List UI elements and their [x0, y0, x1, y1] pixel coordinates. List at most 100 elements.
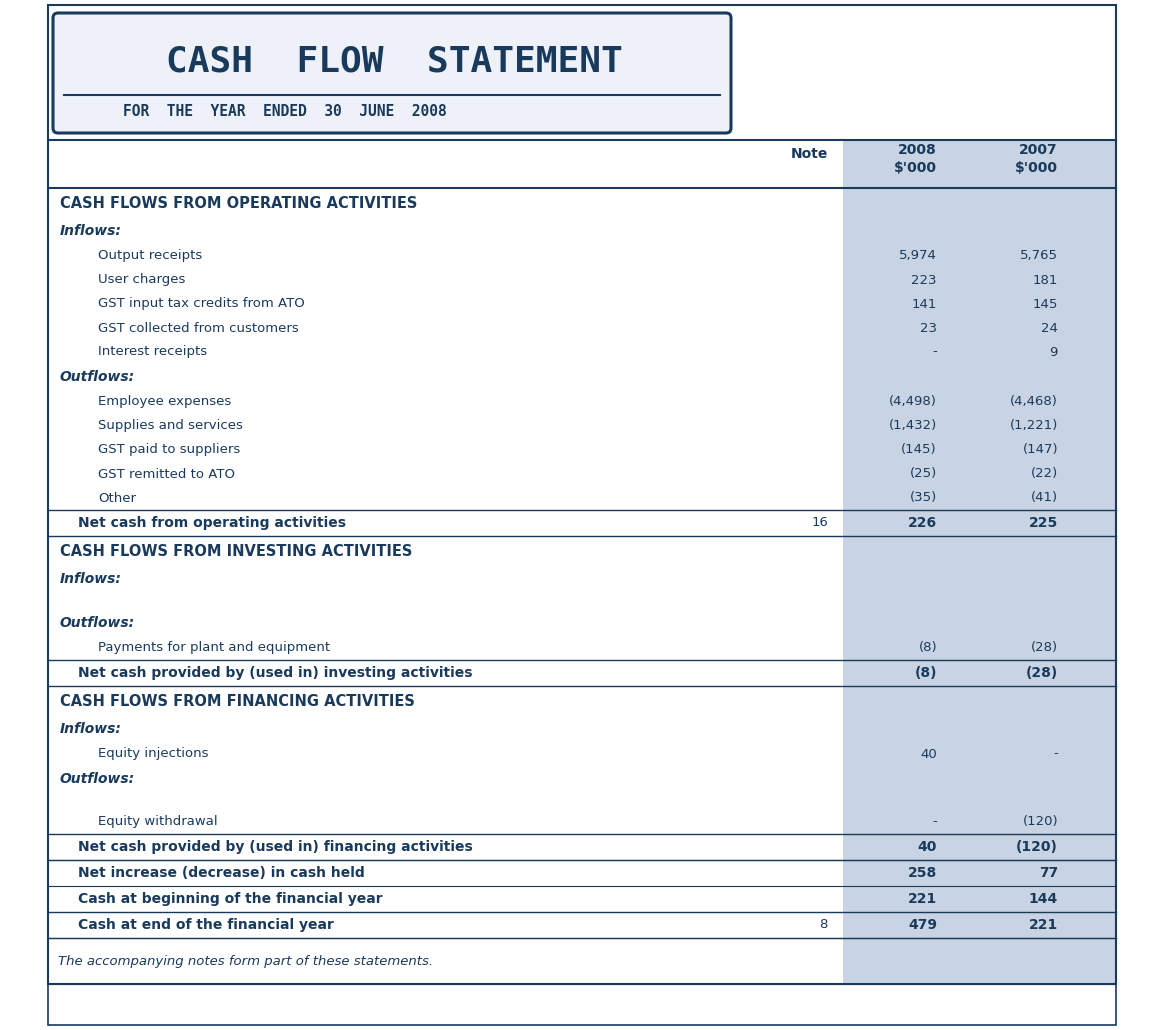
- Text: Cash at beginning of the financial year: Cash at beginning of the financial year: [78, 892, 383, 906]
- Text: Payments for plant and equipment: Payments for plant and equipment: [98, 642, 331, 654]
- Text: -: -: [1053, 748, 1058, 760]
- Text: (41): (41): [1031, 491, 1058, 505]
- Bar: [843, 188, 1116, 218]
- Text: Inflows:: Inflows:: [61, 572, 122, 586]
- Bar: [843, 716, 1116, 742]
- Text: FOR  THE  YEAR  ENDED  30  JUNE  2008: FOR THE YEAR ENDED 30 JUNE 2008: [123, 104, 447, 119]
- Text: 145: 145: [1032, 298, 1058, 310]
- Text: -: -: [932, 345, 937, 358]
- Text: CASH  FLOW  STATEMENT: CASH FLOW STATEMENT: [165, 45, 623, 79]
- Text: $'000: $'000: [894, 161, 937, 175]
- Bar: [843, 486, 1116, 510]
- Bar: [843, 566, 1116, 592]
- Text: 8: 8: [819, 919, 828, 931]
- Bar: [843, 792, 1116, 810]
- Bar: [843, 610, 1116, 636]
- Text: (1,432): (1,432): [889, 419, 937, 433]
- Bar: [843, 462, 1116, 486]
- Text: 221: 221: [1029, 918, 1058, 932]
- Text: Equity injections: Equity injections: [98, 748, 208, 760]
- Text: Cash at end of the financial year: Cash at end of the financial year: [78, 918, 334, 932]
- Text: Net cash provided by (used in) financing activities: Net cash provided by (used in) financing…: [78, 840, 473, 854]
- Text: 258: 258: [908, 866, 937, 880]
- Text: 5,765: 5,765: [1020, 249, 1058, 263]
- Bar: [843, 860, 1116, 886]
- Text: Outflows:: Outflows:: [61, 616, 135, 630]
- Text: GST paid to suppliers: GST paid to suppliers: [98, 444, 240, 456]
- Text: (4,498): (4,498): [889, 396, 937, 409]
- Text: (8): (8): [915, 666, 937, 680]
- Bar: [843, 291, 1116, 316]
- Bar: [843, 766, 1116, 792]
- Bar: [843, 268, 1116, 291]
- Text: Employee expenses: Employee expenses: [98, 396, 232, 409]
- Text: Other: Other: [98, 491, 136, 505]
- Text: (1,221): (1,221): [1009, 419, 1058, 433]
- Bar: [843, 636, 1116, 660]
- Text: GST remitted to ATO: GST remitted to ATO: [98, 468, 235, 481]
- Bar: [843, 810, 1116, 834]
- Text: 40: 40: [921, 748, 937, 760]
- Text: 223: 223: [911, 274, 937, 286]
- Text: 221: 221: [908, 892, 937, 906]
- Text: (145): (145): [901, 444, 937, 456]
- Text: Net cash from operating activities: Net cash from operating activities: [78, 516, 346, 530]
- Text: (28): (28): [1025, 666, 1058, 680]
- Bar: [843, 742, 1116, 766]
- Text: 181: 181: [1032, 274, 1058, 286]
- Bar: [843, 510, 1116, 536]
- Text: Inflows:: Inflows:: [61, 722, 122, 736]
- Text: (8): (8): [918, 642, 937, 654]
- Bar: [843, 364, 1116, 390]
- Text: 141: 141: [911, 298, 937, 310]
- Text: User charges: User charges: [98, 274, 185, 286]
- Bar: [843, 592, 1116, 610]
- Text: 225: 225: [1029, 516, 1058, 530]
- Text: Outflows:: Outflows:: [61, 370, 135, 384]
- Text: 23: 23: [920, 321, 937, 335]
- Text: 144: 144: [1029, 892, 1058, 906]
- Bar: [843, 218, 1116, 244]
- Text: CASH FLOWS FROM FINANCING ACTIVITIES: CASH FLOWS FROM FINANCING ACTIVITIES: [61, 693, 414, 709]
- Bar: [843, 244, 1116, 268]
- Text: CASH FLOWS FROM OPERATING ACTIVITIES: CASH FLOWS FROM OPERATING ACTIVITIES: [61, 196, 418, 210]
- Text: The accompanying notes form part of these statements.: The accompanying notes form part of thes…: [58, 955, 433, 967]
- Text: Inflows:: Inflows:: [61, 224, 122, 238]
- Text: (4,468): (4,468): [1010, 396, 1058, 409]
- Bar: [843, 140, 1116, 188]
- Text: GST collected from customers: GST collected from customers: [98, 321, 299, 335]
- Text: 24: 24: [1041, 321, 1058, 335]
- Text: (147): (147): [1022, 444, 1058, 456]
- Text: 479: 479: [908, 918, 937, 932]
- Text: Outflows:: Outflows:: [61, 772, 135, 786]
- Text: (120): (120): [1016, 840, 1058, 854]
- Text: 226: 226: [908, 516, 937, 530]
- Bar: [843, 912, 1116, 938]
- Text: (25): (25): [910, 468, 937, 481]
- Bar: [843, 340, 1116, 364]
- Bar: [843, 686, 1116, 716]
- Bar: [843, 316, 1116, 340]
- Text: $'000: $'000: [1015, 161, 1058, 175]
- Bar: [843, 660, 1116, 686]
- FancyBboxPatch shape: [54, 13, 731, 133]
- Text: -: -: [932, 816, 937, 828]
- Text: (22): (22): [1031, 468, 1058, 481]
- Text: Output receipts: Output receipts: [98, 249, 203, 263]
- Text: 2008: 2008: [899, 143, 937, 157]
- Bar: [843, 390, 1116, 414]
- Text: (28): (28): [1031, 642, 1058, 654]
- Text: Note: Note: [790, 147, 828, 161]
- Text: 77: 77: [1038, 866, 1058, 880]
- Bar: [843, 414, 1116, 438]
- Text: Supplies and services: Supplies and services: [98, 419, 243, 433]
- Text: Net increase (decrease) in cash held: Net increase (decrease) in cash held: [78, 866, 364, 880]
- Text: Equity withdrawal: Equity withdrawal: [98, 816, 218, 828]
- Text: (35): (35): [910, 491, 937, 505]
- Bar: [843, 886, 1116, 912]
- Bar: [843, 834, 1116, 860]
- Bar: [843, 536, 1116, 566]
- Text: 40: 40: [917, 840, 937, 854]
- Text: (120): (120): [1022, 816, 1058, 828]
- Text: 9: 9: [1050, 345, 1058, 358]
